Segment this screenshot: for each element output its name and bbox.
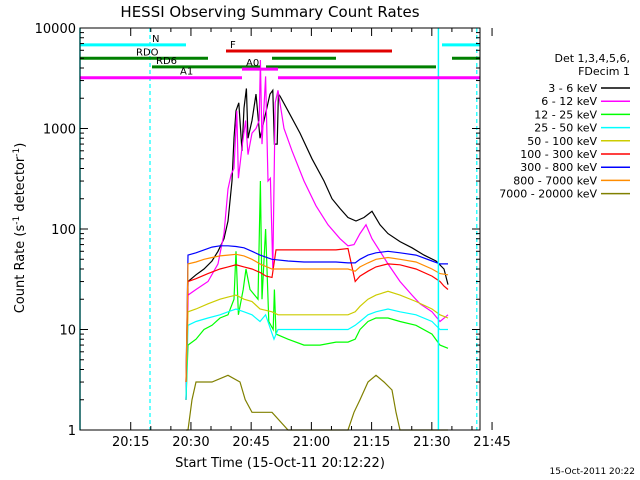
- x-tick-label: 20:45: [232, 435, 269, 450]
- y-tick-label: 1: [68, 424, 76, 439]
- y-tick-label: 10: [59, 324, 76, 339]
- footer-date: 15-Oct-2011 20:22: [550, 467, 635, 477]
- x-tick-label: 21:30: [413, 435, 450, 450]
- annotation-label: RDO: [136, 47, 159, 58]
- series-line-2: [185, 180, 449, 400]
- annotation-label: A0: [246, 58, 259, 69]
- legend-label: 25 - 50 keV: [534, 122, 597, 135]
- series-line-7: [185, 253, 449, 383]
- series-line-1: [185, 59, 449, 400]
- x-tick-label: 21:45: [473, 435, 510, 450]
- legend-header-2: FDecim 1: [578, 65, 630, 78]
- legend-label: 3 - 6 keV: [548, 82, 597, 95]
- x-tick-label: 20:30: [172, 435, 209, 450]
- axis-ticks: 20:15 20:30 20:45 21:00 21:15 21:30 21:45 1 10 10…: [35, 22, 511, 450]
- y-tick-label: 10000: [35, 22, 76, 37]
- series-line-4: [185, 290, 449, 383]
- legend-label: 300 - 800 keV: [520, 161, 597, 174]
- x-axis-label: Start Time (15-Oct-11 20:12:22): [175, 456, 385, 471]
- legend-label: 50 - 100 keV: [527, 135, 597, 148]
- annotation-label: A1: [180, 67, 193, 78]
- series-line-6: [185, 245, 448, 383]
- x-tick-label: 21:00: [293, 435, 330, 450]
- y-tick-label: 1000: [43, 123, 76, 138]
- series-line-0: [185, 88, 449, 400]
- legend-label: 7000 - 20000 keV: [499, 188, 597, 201]
- legend-header-1: Det 1,3,4,5,6,: [554, 52, 630, 65]
- x-tick-label: 21:15: [353, 435, 390, 450]
- legend-label: 12 - 25 keV: [534, 108, 597, 121]
- legend-label: 6 - 12 keV: [541, 95, 597, 108]
- chart-title: HESSI Observing Summary Count Rates: [120, 3, 419, 21]
- annotation-label: N: [152, 34, 159, 45]
- series-line-3: [185, 308, 448, 400]
- y-tick-label: 100: [51, 223, 76, 238]
- y-axis-label: Count Rate (s-1 detector-1): [12, 143, 28, 314]
- legend-label: 800 - 7000 keV: [513, 174, 597, 187]
- annotation-label: RD6: [156, 56, 177, 67]
- series-line-5: [185, 247, 449, 383]
- x-tick-label: 20:15: [112, 435, 149, 450]
- annotation-label: F: [230, 40, 236, 51]
- legend-label: 100 - 300 keV: [520, 148, 597, 161]
